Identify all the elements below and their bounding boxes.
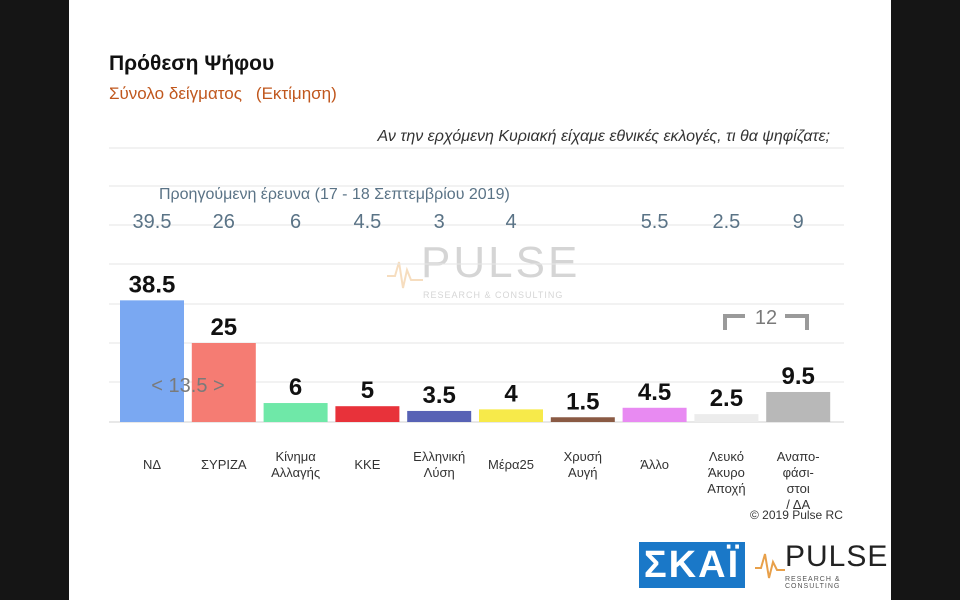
bracket-annotation: 12: [755, 307, 777, 329]
survey-question: Αν την ερχόμενη Κυριακή είχαμε εθνικές ε…: [377, 128, 830, 145]
bar-value-label: 5: [361, 377, 374, 404]
previous-value-label: 2.5: [712, 211, 740, 233]
bracket-left: [723, 314, 745, 330]
bar-value-label: 4.5: [638, 379, 671, 406]
previous-value-label: 39.5: [133, 211, 172, 233]
bar: [622, 407, 687, 422]
bar: [335, 406, 400, 422]
category-label: Αλλαγής: [271, 465, 320, 480]
category-label: ΣΥΡΙΖΑ: [201, 457, 247, 472]
gap-annotation: < 13.5 >: [151, 375, 224, 397]
previous-value-label: 9: [793, 211, 804, 233]
bar: [263, 403, 328, 422]
chart-title: Πρόθεση Ψήφου: [109, 52, 275, 75]
previous-value-label: 26: [213, 211, 235, 233]
category-label: στοι: [787, 481, 810, 496]
pulse-logo: PULSE RESEARCH & CONSULTING: [755, 540, 887, 590]
category-label: Κίνημα: [275, 449, 316, 464]
pulse-watermark: PULSE RESEARCH & CONSULTING: [387, 238, 577, 308]
bar: [550, 417, 615, 422]
chart-panel: Πρόθεση Ψήφου Σύνολο δείγματος (Εκτίμηση)…: [69, 0, 891, 600]
previous-value-label: 5.5: [641, 211, 669, 233]
category-label: Χρυσή: [564, 449, 602, 464]
subtitle-note: (Εκτίμηση): [255, 84, 337, 103]
bar-value-label: 25: [210, 314, 237, 341]
category-label: Ελληνική: [413, 449, 465, 464]
bar-value-label: 4: [504, 380, 518, 407]
pulse-logo-text: PULSE: [785, 540, 889, 573]
right-black-border: [891, 0, 960, 600]
bar-value-label: 38.5: [129, 271, 176, 298]
bar-value-label: 6: [289, 374, 302, 401]
subtitle-text: Σύνολο δείγματος: [109, 84, 242, 103]
bracket-right: [785, 314, 809, 330]
left-black-border: [0, 0, 69, 600]
pulse-wave-icon: [387, 261, 423, 289]
bar-value-label: 1.5: [566, 388, 599, 415]
category-label: Λύση: [424, 465, 455, 480]
bar: [120, 300, 184, 422]
category-label: Αποχή: [707, 481, 745, 496]
watermark-text: PULSE: [421, 238, 581, 287]
bar: [191, 343, 256, 422]
previous-value-label: 6: [290, 211, 301, 233]
copyright-text: © 2019 Pulse RC: [750, 508, 843, 522]
category-label: / ΔΑ: [786, 497, 810, 512]
previous-value-label: 4: [505, 211, 516, 233]
skai-logo: ΣΚΑΪ: [639, 542, 745, 588]
watermark-tagline: RESEARCH & CONSULTING: [423, 290, 564, 300]
category-label: Μέρα25: [488, 457, 534, 472]
category-label: Άκυρο: [708, 465, 745, 480]
category-label: φάσι-: [783, 465, 814, 480]
bar-value-label: 3.5: [423, 382, 456, 409]
bar: [694, 414, 759, 422]
category-label: Λευκό: [709, 449, 744, 464]
chart-subtitle: Σύνολο δείγματος (Εκτίμηση): [109, 84, 337, 104]
vote-intention-bar-chart: 38.539.5ΝΔ2526ΣΥΡΙΖΑ66ΚίνημαΑλλαγής54.5Κ…: [109, 147, 844, 512]
category-label: Αναπο-: [777, 449, 820, 464]
category-label: Αυγή: [568, 465, 598, 480]
category-label: Άλλο: [640, 457, 669, 472]
pulse-logo-tagline: RESEARCH & CONSULTING: [785, 576, 841, 590]
previous-survey-label: Προηγούμενη έρευνα (17 - 18 Σεπτεμβρίου …: [159, 186, 510, 203]
category-label: ΝΔ: [143, 457, 161, 472]
previous-value-label: 3: [434, 211, 445, 233]
category-label: ΚΚΕ: [354, 457, 380, 472]
previous-value-label: 4.5: [353, 211, 381, 233]
bar: [407, 410, 472, 422]
bar-value-label: 9.5: [782, 363, 815, 390]
bar: [766, 391, 831, 422]
pulse-wave-logo-icon: [755, 553, 785, 579]
bar: [479, 409, 543, 422]
bar-value-label: 2.5: [710, 385, 743, 412]
